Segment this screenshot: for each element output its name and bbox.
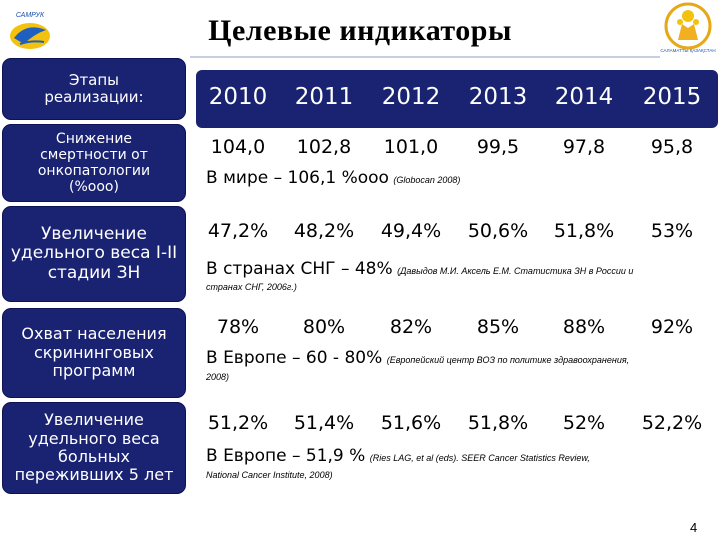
value-cell: 51,2%: [207, 412, 269, 434]
right-logo: САЛАМАТТЫ ҚАЗАҚСТАН: [660, 2, 716, 54]
reference-world: В мире – 106,1 %ооо (Globocan 2008): [206, 168, 460, 188]
reference-source-cont: странах СНГ, 2006г.): [206, 282, 297, 292]
reference-source: (Globocan 2008): [393, 175, 461, 185]
value-cell: 85%: [476, 316, 520, 338]
page-title: Целевые индикаторы: [208, 14, 512, 47]
label-screening: Охват населения скрининговых программ: [2, 308, 186, 398]
label-mortality: Снижение смертности от онкопатологии (%о…: [2, 124, 186, 202]
value-cell: 48,2%: [293, 220, 355, 242]
reference-text: В Европе – 51,9 %: [206, 446, 366, 466]
value-cell: 53%: [650, 220, 694, 242]
value-cell: 99,5: [476, 136, 520, 158]
value-cell: 80%: [302, 316, 346, 338]
reference-text: В странах СНГ – 48%: [206, 259, 393, 279]
reference-text: В мире – 106,1 %ооо: [206, 168, 389, 188]
year-2010: 2010: [208, 84, 268, 110]
page-number: 4: [690, 520, 698, 535]
label-early-stage-text: Увеличение удельного веса I-II стадии ЗН: [10, 223, 178, 283]
value-cell: 51,8%: [553, 220, 615, 242]
logo-left-text: САМРУК: [16, 12, 45, 19]
value-cell: 51,8%: [467, 412, 529, 434]
year-2015: 2015: [642, 84, 702, 110]
years-header: [196, 70, 718, 128]
value-cell: 52%: [562, 412, 606, 434]
year-2013: 2013: [468, 84, 528, 110]
value-cell: 52,2%: [641, 412, 703, 434]
value-cell: 47,2%: [207, 220, 269, 242]
reference-source-cont: National Cancer Institute, 2008): [206, 470, 333, 480]
label-screening-text: Охват населения скрининговых программ: [21, 324, 167, 381]
logo-right-text: САЛАМАТТЫ ҚАЗАҚСТАН: [660, 48, 715, 53]
label-survival: Увеличение удельного веса больных пережи…: [2, 402, 186, 494]
value-cell: 92%: [650, 316, 694, 338]
value-cell: 95,8: [650, 136, 694, 158]
year-2014: 2014: [554, 84, 614, 110]
reference-text: В Европе – 60 - 80%: [206, 348, 383, 368]
reference-source: (Давыдов М.И. Аксель Е.М. Статистика ЗН …: [397, 266, 634, 276]
label-stages-text: Этапы реализации:: [44, 70, 144, 106]
value-cell: 49,4%: [380, 220, 442, 242]
reference-source: (Ries LAG, et al (eds). SEER Cancer Stat…: [369, 453, 590, 463]
value-cell: 51,4%: [293, 412, 355, 434]
label-stages: Этапы реализации:: [2, 58, 186, 120]
value-cell: 88%: [562, 316, 606, 338]
left-logo: САМРУК: [6, 8, 54, 52]
value-cell: 78%: [216, 316, 260, 338]
reference-source: (Европейский центр ВОЗ по политике здрав…: [386, 355, 630, 365]
value-cell: 102,8: [296, 136, 352, 158]
value-cell: 104,0: [210, 136, 266, 158]
label-mortality-text: Снижение смертности от онкопатологии (%о…: [37, 130, 151, 196]
value-cell: 82%: [389, 316, 433, 338]
value-cell: 97,8: [562, 136, 606, 158]
value-cell: 101,0: [383, 136, 439, 158]
reference-europe-screening: В Европе – 60 - 80% (Европейский центр В…: [206, 348, 629, 368]
label-survival-text: Увеличение удельного веса больных пережи…: [14, 410, 174, 485]
title-underline: [190, 56, 660, 58]
label-early-stage: Увеличение удельного веса I-II стадии ЗН: [2, 206, 186, 302]
year-2011: 2011: [294, 84, 354, 110]
reference-source-cont: 2008): [206, 372, 230, 382]
value-cell: 50,6%: [467, 220, 529, 242]
year-2012: 2012: [381, 84, 441, 110]
reference-cis: В странах СНГ – 48% (Давыдов М.И. Аксель…: [206, 259, 633, 279]
reference-europe-survival: В Европе – 51,9 % (Ries LAG, et al (eds)…: [206, 446, 590, 466]
value-cell: 51,6%: [380, 412, 442, 434]
